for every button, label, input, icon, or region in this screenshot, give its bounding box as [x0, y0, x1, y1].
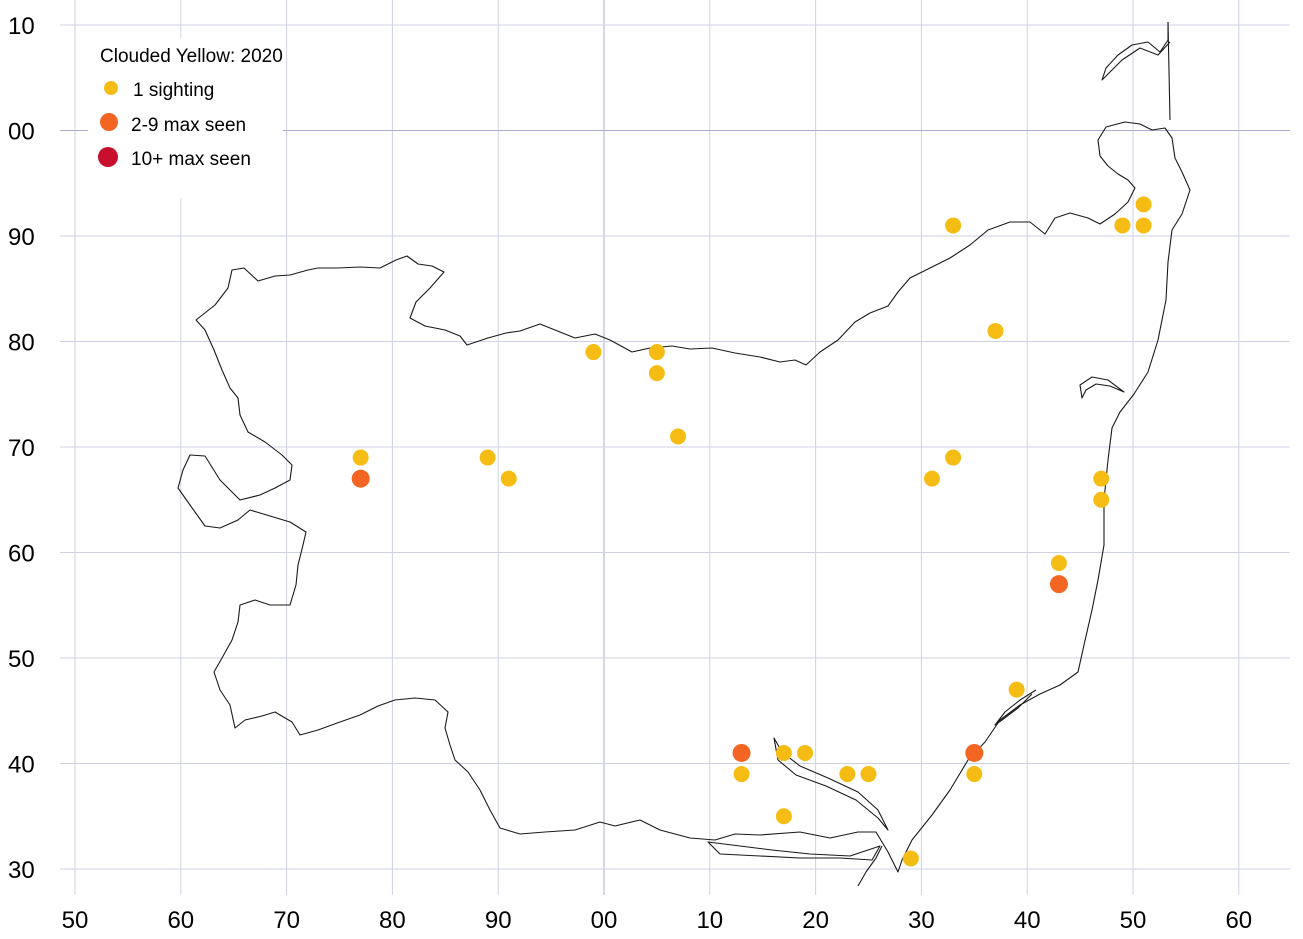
y-tick-label: 50: [8, 646, 35, 673]
y-tick-label: 00: [8, 119, 35, 146]
x-tick-label: 50: [1120, 907, 1147, 934]
sighting-point: [1093, 470, 1110, 487]
sighting-points: [351, 196, 1152, 867]
sighting-point: [585, 344, 602, 361]
y-tick-label: 90: [8, 224, 35, 251]
sighting-point: [902, 850, 919, 867]
sighting-point: [1093, 491, 1110, 508]
sighting-point: [733, 766, 750, 783]
x-tick-label: 80: [379, 907, 406, 934]
sighting-point: [923, 470, 940, 487]
y-tick-label: 40: [8, 752, 35, 779]
legend: Clouded Yellow: 2020 1 sighting 2-9 max …: [98, 46, 283, 170]
sighting-point: [775, 808, 792, 825]
legend-label-3: 10+ max seen: [131, 149, 251, 170]
sighting-point: [1049, 575, 1068, 594]
y-tick-label: 70: [8, 435, 35, 462]
sighting-point: [670, 428, 687, 445]
legend-background: [88, 38, 283, 198]
sighting-point: [648, 365, 665, 382]
sighting-point: [732, 743, 751, 762]
sighting-point: [500, 470, 517, 487]
y-tick-label: 30: [8, 857, 35, 884]
legend-swatch-3: [98, 147, 118, 167]
sighting-point: [352, 449, 369, 466]
sighting-point: [945, 449, 962, 466]
y-axis-ticks: 10 00 90 80 70 60 50 40 30: [8, 13, 35, 884]
county-outline: [177, 21, 1191, 887]
x-tick-label: 40: [1014, 907, 1041, 934]
x-tick-label: 00: [591, 907, 618, 934]
sighting-point: [1114, 217, 1131, 234]
sighting-point: [1135, 196, 1152, 213]
grid-lines: [60, 0, 1290, 895]
x-tick-label: 70: [273, 907, 300, 934]
sighting-point: [966, 766, 983, 783]
x-tick-label: 60: [167, 907, 194, 934]
sighting-point: [479, 449, 496, 466]
x-axis-ticks: 50 60 70 80 90 00 10 20 30 40 50 60: [62, 907, 1253, 934]
x-tick-label: 50: [62, 907, 89, 934]
x-tick-label: 90: [485, 907, 512, 934]
sighting-point: [987, 322, 1004, 339]
x-tick-label: 60: [1225, 907, 1252, 934]
y-tick-label: 80: [8, 330, 35, 357]
legend-swatch-2: [100, 113, 118, 131]
sighting-point: [775, 744, 792, 761]
legend-label-2: 2-9 max seen: [131, 115, 246, 136]
sighting-point: [1135, 217, 1152, 234]
x-tick-label: 30: [908, 907, 935, 934]
sighting-point: [1050, 555, 1067, 572]
sighting-point: [965, 743, 984, 762]
sighting-point: [797, 744, 814, 761]
sighting-point: [1008, 681, 1025, 698]
x-tick-label: 10: [696, 907, 723, 934]
legend-swatch-1: [104, 81, 118, 95]
sighting-point: [860, 766, 877, 783]
y-tick-label: 10: [8, 13, 35, 40]
sighting-point: [351, 469, 370, 488]
legend-label-1: 1 sighting: [133, 80, 214, 101]
legend-title: Clouded Yellow: 2020: [100, 46, 283, 67]
x-tick-label: 20: [802, 907, 829, 934]
sighting-point: [648, 344, 665, 361]
sighting-point: [839, 766, 856, 783]
sighting-point: [945, 217, 962, 234]
y-tick-label: 60: [8, 541, 35, 568]
